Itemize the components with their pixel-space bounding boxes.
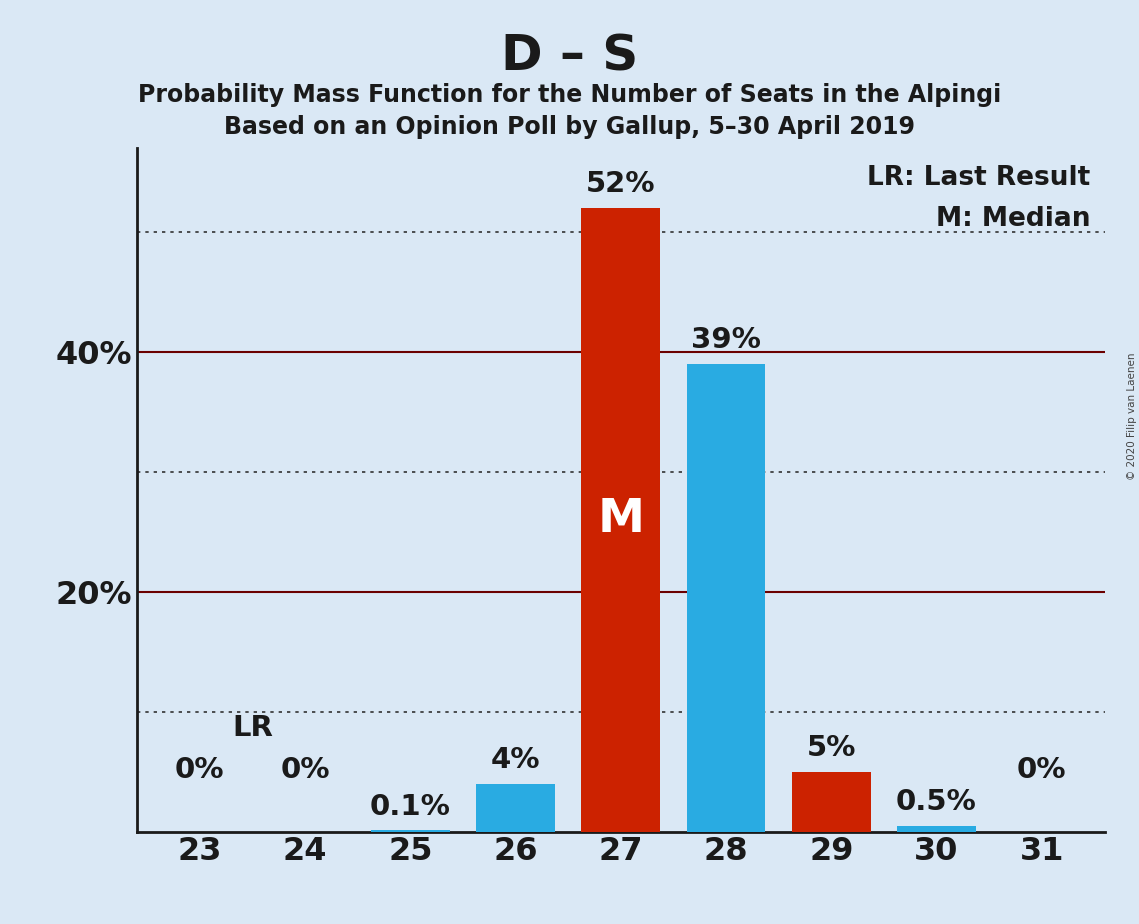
Bar bbox=[581, 208, 661, 832]
Text: Based on an Opinion Poll by Gallup, 5–30 April 2019: Based on an Opinion Poll by Gallup, 5–30… bbox=[224, 115, 915, 139]
Text: M: M bbox=[597, 497, 645, 542]
Text: 0%: 0% bbox=[1017, 756, 1066, 784]
Text: © 2020 Filip van Laenen: © 2020 Filip van Laenen bbox=[1126, 352, 1137, 480]
Bar bbox=[792, 772, 870, 832]
Text: Probability Mass Function for the Number of Seats in the Alpingi: Probability Mass Function for the Number… bbox=[138, 83, 1001, 107]
Text: 5%: 5% bbox=[806, 734, 855, 762]
Text: 52%: 52% bbox=[585, 170, 656, 199]
Text: 4%: 4% bbox=[491, 746, 540, 774]
Text: 0%: 0% bbox=[280, 756, 330, 784]
Text: LR: Last Result: LR: Last Result bbox=[867, 165, 1090, 191]
Bar bbox=[371, 831, 450, 832]
Text: D – S: D – S bbox=[501, 32, 638, 80]
Text: 0%: 0% bbox=[175, 756, 224, 784]
Text: 0.5%: 0.5% bbox=[896, 788, 977, 816]
Text: 39%: 39% bbox=[691, 326, 761, 354]
Bar bbox=[687, 364, 765, 832]
Text: 0.1%: 0.1% bbox=[370, 793, 451, 821]
Text: LR: LR bbox=[232, 713, 273, 742]
Bar bbox=[898, 826, 976, 832]
Text: M: Median: M: Median bbox=[936, 206, 1090, 232]
Bar bbox=[476, 784, 555, 832]
